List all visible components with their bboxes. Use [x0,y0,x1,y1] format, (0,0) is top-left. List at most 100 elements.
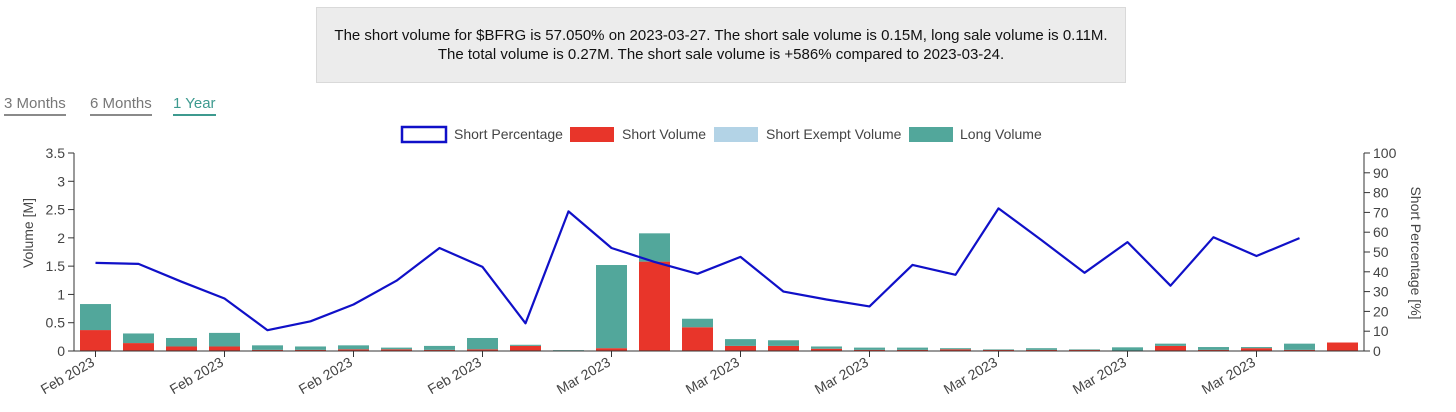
y-tick-label: 3 [57,173,65,189]
bar-stack[interactable] [1155,343,1186,351]
x-tick-label: Mar 2023 [941,354,1000,398]
legend-label-long-volume: Long Volume [960,126,1042,142]
bar-stack[interactable] [854,347,885,351]
legend-swatch-short-percentage [400,125,448,144]
bar-stack[interactable] [596,265,627,351]
bar-stack[interactable] [1198,347,1229,351]
bar-short-volume [1241,348,1272,351]
volume-chart: Short Percentage Short Volume Short Exem… [20,125,1424,398]
y2-axis-title: Short Percentage [%] [1408,186,1424,319]
bar-long-volume [639,233,670,262]
bar-stack[interactable] [1026,348,1057,351]
short-percentage-line [95,207,1300,332]
y-tick-label: 2 [57,230,65,246]
y2-tick-label: 30 [1373,284,1389,300]
range-3-months-button[interactable]: 3 Months [4,95,66,116]
bar-stack[interactable] [424,345,455,351]
bar-long-volume [166,337,197,347]
bar-long-volume [338,345,369,350]
y-tick-label: 0.5 [46,315,66,331]
bar-long-volume [1284,343,1315,350]
bar-stack[interactable] [1241,347,1272,351]
x-tick-label: Feb 2023 [167,354,226,398]
y-tick-label: 2.5 [46,202,66,218]
bar-long-volume [682,318,713,328]
bar-short-volume [1026,349,1057,351]
bar-stack[interactable] [166,337,197,351]
bar-short-volume [252,349,283,351]
bar-short-volume [1198,349,1229,351]
bar-stack[interactable] [811,346,842,351]
y-axis-right: 0 10 20 30 40 50 60 70 80 90 100 [1363,145,1397,359]
summary-box: The short volume for $BFRG is 57.050% on… [316,7,1126,83]
bar-stack[interactable] [295,346,326,351]
bar-stack[interactable] [1112,347,1143,351]
bar-stack[interactable] [1284,343,1315,351]
bar-short-volume [166,346,197,351]
range-6-months-button[interactable]: 6 Months [90,95,152,116]
bar-long-volume [983,349,1014,350]
bar-long-volume [1155,343,1186,346]
bar-long-volume [1198,347,1229,350]
bar-short-volume [1327,342,1358,351]
bar-long-volume [252,345,283,350]
y2-tick-label: 60 [1373,224,1389,240]
bar-short-volume [596,348,627,351]
x-tick-label: Mar 2023 [554,354,613,398]
bar-short-volume [768,345,799,351]
bar-stack[interactable] [983,349,1014,351]
bar-short-volume [338,349,369,351]
bar-stack[interactable] [381,347,412,351]
bar-long-volume [1112,347,1143,351]
bar-short-volume [682,327,713,351]
bar-long-volume [424,345,455,350]
legend-item-long-volume[interactable]: Long Volume [909,126,1042,142]
bar-long-volume [725,339,756,346]
bar-short-volume [424,349,455,351]
bar-short-volume [1155,345,1186,351]
bar-stack[interactable] [209,332,240,351]
x-tick-label: Feb 2023 [38,354,97,398]
bar-long-volume [381,347,412,350]
bar-stack[interactable] [252,345,283,351]
bar-stack[interactable] [639,233,670,351]
bar-stack[interactable] [1069,349,1100,351]
bar-short-volume [897,349,928,351]
bar-long-volume [768,340,799,346]
range-1-year-button[interactable]: 1 Year [173,95,216,116]
bar-long-volume [854,347,885,350]
bar-stack[interactable] [80,304,111,351]
bar-long-volume [596,265,627,349]
bar-short-volume [510,345,541,351]
x-tick-label: Feb 2023 [425,354,484,398]
bar-long-volume [1026,348,1057,350]
bar-stack[interactable] [510,344,541,351]
legend-item-short-volume[interactable]: Short Volume [570,126,706,142]
bar-long-volume [295,346,326,350]
bar-short-volume [639,261,670,351]
legend-item-short-percentage[interactable]: Short Percentage [400,125,563,144]
bar-long-volume [80,304,111,331]
bar-stack[interactable] [897,347,928,351]
bar-short-volume [725,345,756,351]
bar-short-volume [940,349,971,351]
x-tick-label: Mar 2023 [812,354,871,398]
y2-tick-label: 90 [1373,165,1389,181]
bar-long-volume [897,347,928,350]
legend-swatch-short-volume [570,127,614,142]
bar-stack[interactable] [338,345,369,351]
bar-stack[interactable] [123,333,154,351]
bar-short-volume [983,349,1014,351]
y-tick-label: 1.5 [46,258,66,274]
bar-stack[interactable] [940,348,971,351]
bar-short-volume [854,349,885,351]
bar-stack[interactable] [467,337,498,351]
legend-item-short-exempt-volume[interactable]: Short Exempt Volume [714,126,902,142]
bar-stack[interactable] [725,339,756,351]
bar-stack[interactable] [682,318,713,351]
x-axis: Feb 2023 Feb 2023 Feb 2023 Feb 2023 Mar 2023… [38,350,1364,398]
bar-stack[interactable] [768,340,799,351]
bar-stack[interactable] [1327,342,1358,351]
y-tick-label: 0 [57,343,65,359]
bar-long-volume [811,346,842,349]
